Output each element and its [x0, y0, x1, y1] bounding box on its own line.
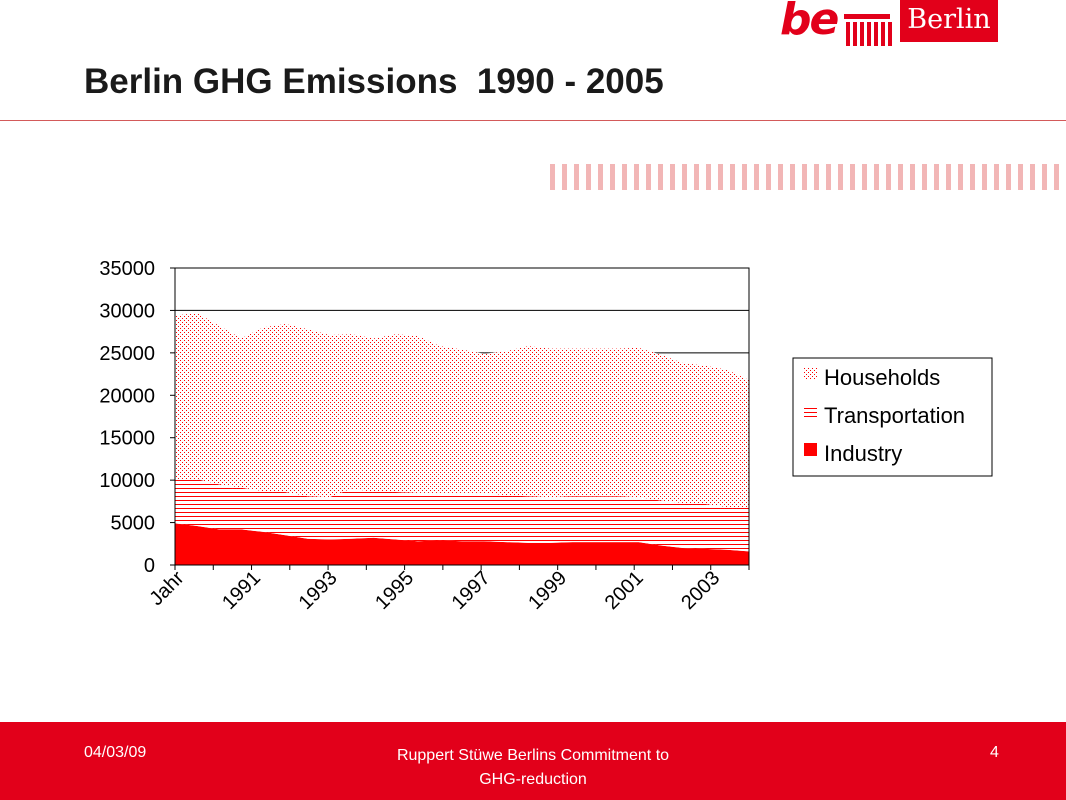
legend-label-transportation: Transportation [824, 403, 965, 428]
be-berlin-logo: be Berlin [780, 0, 1000, 48]
area-industry [175, 523, 749, 565]
y-tick-label: 35000 [99, 258, 155, 280]
x-tick-label: 2003 [677, 567, 724, 614]
legend-box [792, 357, 993, 477]
title-divider [0, 120, 1066, 121]
y-tick-label: 0 [144, 555, 155, 577]
x-tick-label: 1999 [524, 567, 571, 614]
legend-label-households: Households [824, 365, 940, 390]
legend-swatch-households [804, 367, 817, 380]
y-tick-label: 30000 [99, 300, 155, 322]
legend-swatch-industry [804, 443, 817, 456]
logo-be-text: be [780, 0, 839, 45]
x-tick-label: 2001 [601, 567, 648, 614]
y-tick-label: 20000 [99, 385, 155, 407]
y-tick-label: 10000 [99, 470, 155, 492]
area-transportation [175, 479, 749, 552]
area-households [175, 313, 749, 508]
brandenburg-gate-icon [844, 14, 892, 46]
decorative-stripes [550, 164, 1066, 190]
y-tick-label: 15000 [99, 428, 155, 450]
footer-caption-line2: GHG-reduction [479, 771, 587, 788]
legend-label-industry: Industry [824, 441, 902, 466]
x-tick-label: 1991 [218, 567, 265, 614]
footer-caption-line1: Ruppert Stüwe Berlins Commitment to [396, 747, 670, 764]
footer-caption: Ruppert Stüwe Berlins Commitment to GHG-… [360, 744, 706, 792]
x-tick-label: 1993 [295, 567, 342, 614]
x-tick-label: 1997 [448, 567, 495, 614]
page-title: Berlin GHG Emissions 1990 - 2005 [84, 62, 664, 101]
y-tick-label: 5000 [111, 513, 156, 535]
logo-berlin-text: Berlin [907, 4, 991, 35]
legend-swatch-transportation [804, 405, 817, 418]
y-tick-label: 25000 [99, 343, 155, 365]
x-tick-label: 1995 [371, 567, 418, 614]
page-number: 4 [990, 744, 999, 761]
footer-bar: 04/03/09 Ruppert Stüwe Berlins Commitmen… [0, 722, 1066, 800]
footer-date: 04/03/09 [84, 744, 147, 761]
logo-berlin-box: Berlin [900, 0, 998, 42]
